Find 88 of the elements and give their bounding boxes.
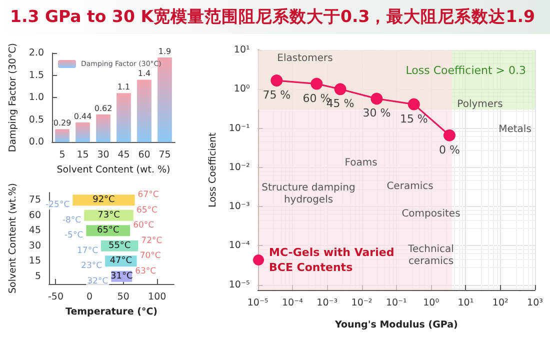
- y-tick-label: 10⁻²: [228, 162, 250, 173]
- annotation: Foams: [344, 158, 378, 169]
- data-label: 47°C: [110, 256, 132, 266]
- x-tick-label: 100: [148, 292, 166, 302]
- y-tick-label: 10⁻⁵: [228, 279, 250, 290]
- y-tick-label: 1.5: [28, 70, 44, 81]
- x-tick-label: 10¹: [458, 298, 474, 308]
- y-tick-label: 45: [28, 225, 41, 236]
- x-axis-title: Solvent Content (wt. %): [56, 164, 170, 176]
- x-tick-label: 0: [86, 292, 93, 302]
- text: 1.3 GPa to 30 K宽模量范围阻尼系数大于0.3，最大阻尼系数达1.9: [0, 0, 550, 34]
- x-axis-title: Temperature (°C): [65, 306, 158, 318]
- data-label: 73°C: [98, 210, 120, 220]
- annotation: Technical ceramics: [407, 244, 454, 268]
- data-label: 0.29: [53, 118, 72, 128]
- x-tick-label: 75: [158, 150, 171, 161]
- x-tick-label: 5: [59, 150, 66, 161]
- x-tick-label: 10²: [492, 298, 508, 308]
- x-tick-label: 50: [117, 292, 130, 302]
- x-tick-label: 15: [76, 150, 89, 161]
- annotation: -25°C: [46, 200, 70, 210]
- x-tick-label: 10⁻¹: [386, 298, 408, 308]
- annotation: Composites: [402, 208, 460, 220]
- annotation: 70°C: [140, 251, 161, 262]
- y-tick-label: 0.0: [28, 136, 44, 148]
- annotation: 72°C: [141, 236, 162, 246]
- bar: [72, 194, 135, 206]
- x-tick-label: 10⁻⁴: [282, 298, 304, 308]
- x-tick-label: -50: [48, 292, 64, 302]
- annotation: 23°C: [81, 261, 102, 272]
- annotation: -8°C: [62, 215, 82, 226]
- y-axis-title: Solvent Content (wt.%): [8, 182, 18, 294]
- y-tick-label: 10⁻¹: [228, 122, 250, 134]
- y-tick-label: 30: [28, 240, 41, 252]
- y-axis-title: Loss Coefficient: [208, 132, 218, 208]
- y-tick-label: 1.0: [28, 92, 44, 104]
- y-tick-label: 15: [28, 256, 41, 267]
- annotation: Structure damping hydrogels: [262, 182, 356, 206]
- x-tick-label: 30: [97, 150, 110, 161]
- annotation: 15 %: [400, 112, 428, 126]
- bar: [55, 129, 70, 142]
- annotation: 60°C: [133, 220, 154, 231]
- data-label: 0.62: [94, 104, 112, 113]
- y-tick-label: 10⁰: [234, 84, 250, 95]
- data-label: 55°C: [108, 240, 131, 251]
- x-tick-label: 45: [118, 150, 130, 161]
- y-axis-title: Damping Factor (30°C): [8, 42, 18, 152]
- annotation: Ceramics: [386, 180, 434, 192]
- annotation: 67°C: [138, 190, 159, 200]
- x-tick-label: 10⁻³: [316, 298, 338, 308]
- x-tick-label: 10⁻⁵: [247, 298, 268, 308]
- data-label: 92°C: [92, 195, 115, 206]
- x-tick-label: 60: [138, 150, 150, 161]
- y-tick-label: 10⁻⁴: [228, 240, 250, 252]
- bar: [116, 93, 131, 142]
- bar: [96, 114, 110, 142]
- annotation: 32°C: [87, 276, 108, 286]
- y-tick-label: 5: [34, 270, 41, 282]
- annotation: Elastomers: [277, 52, 333, 64]
- annotation: 65°C: [136, 205, 158, 216]
- data-label: 0.44: [74, 112, 92, 121]
- data-label: 31°C: [110, 271, 133, 282]
- data-label: 65°C: [96, 226, 120, 236]
- data-label: 1.1: [117, 82, 130, 92]
- x-tick-label: 10⁰: [423, 298, 440, 308]
- x-tick-label: 10⁻²: [351, 298, 372, 308]
- y-tick-label: 75: [28, 194, 41, 206]
- annotation: Metals: [498, 124, 532, 135]
- y-tick-label: 10¹: [234, 44, 250, 56]
- legend-label: MC-Gels with Varied BCE Contents: [269, 246, 394, 274]
- bar: [137, 80, 152, 142]
- band-label: Loss Coefficient > 0.3: [406, 64, 526, 77]
- y-tick-label: 60: [28, 210, 41, 221]
- x-axis-title: Young's Modulus (GPa): [334, 320, 458, 330]
- y-tick-label: 10⁻³: [228, 201, 250, 212]
- bar: [76, 122, 90, 142]
- data-label: 1.9: [158, 46, 172, 56]
- annotation: -5°C: [64, 230, 84, 241]
- y-tick-label: 0.5: [28, 114, 44, 126]
- data-label: 1.4: [138, 69, 151, 78]
- annotation: 30 %: [362, 106, 391, 120]
- annotation: Polymers: [457, 99, 503, 110]
- annotation: 17°C: [77, 246, 98, 256]
- annotation: 63°C: [135, 266, 156, 276]
- annotation: 0 %: [438, 143, 460, 156]
- y-tick-label: 2.0: [28, 48, 44, 58]
- annotation: 75 %: [262, 88, 291, 102]
- x-tick-label: 10³: [527, 298, 544, 308]
